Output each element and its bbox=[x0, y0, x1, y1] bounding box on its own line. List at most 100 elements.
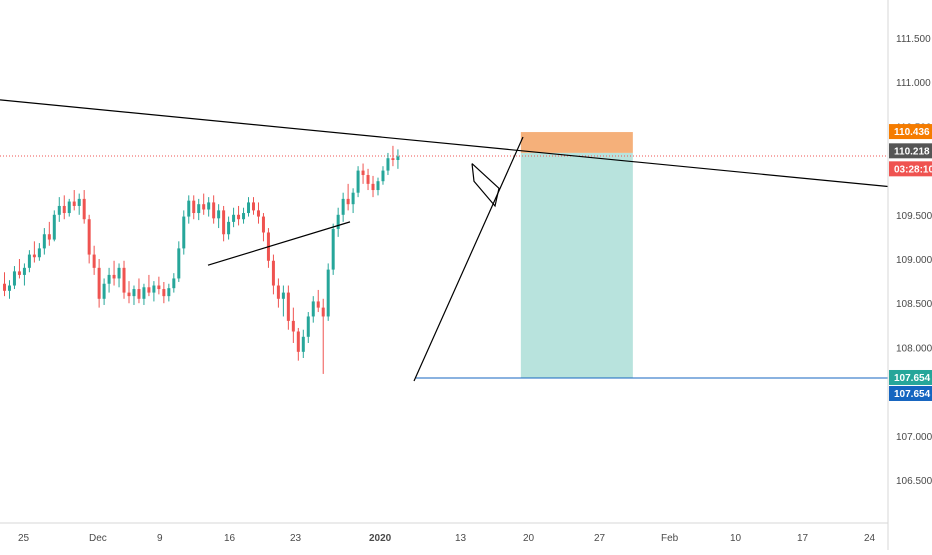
price-tick-label: 107.000 bbox=[896, 432, 932, 443]
candle-body bbox=[122, 267, 126, 293]
candle-body bbox=[366, 175, 370, 184]
candle-body bbox=[361, 170, 365, 176]
candle-body bbox=[42, 234, 46, 249]
candle-body bbox=[386, 158, 390, 171]
level-price-badge: 107.654 bbox=[894, 389, 931, 400]
candle-body bbox=[7, 285, 11, 291]
candle-body bbox=[306, 316, 310, 337]
candle-body bbox=[167, 288, 171, 297]
candle-body bbox=[351, 192, 355, 205]
candle-body bbox=[346, 198, 350, 205]
candle-body bbox=[311, 301, 315, 317]
candle-body bbox=[341, 198, 345, 215]
time-tick-label: 23 bbox=[290, 533, 302, 544]
candle-body bbox=[57, 205, 61, 215]
time-tick-label: 17 bbox=[797, 533, 809, 544]
candle-body bbox=[217, 210, 221, 219]
stop-zone[interactable] bbox=[520, 132, 633, 153]
price-tick-label: 108.000 bbox=[896, 343, 932, 354]
candle-body bbox=[52, 214, 56, 240]
candle-body bbox=[212, 202, 216, 219]
resistance-trendline[interactable] bbox=[0, 99, 889, 188]
time-tick-label: 10 bbox=[730, 533, 742, 544]
candle-body bbox=[147, 287, 151, 293]
time-tick-label: Dec bbox=[89, 533, 107, 544]
candle-body bbox=[107, 274, 111, 284]
position-tool[interactable] bbox=[520, 132, 633, 378]
candle-body bbox=[326, 269, 330, 317]
candle-body bbox=[127, 292, 131, 297]
time-tick-label: 13 bbox=[455, 533, 467, 544]
candle-body bbox=[152, 285, 156, 293]
candle-body bbox=[162, 289, 166, 297]
flag-pattern[interactable] bbox=[471, 163, 500, 208]
candle-body bbox=[237, 214, 241, 220]
candle-body bbox=[172, 278, 176, 289]
candle-body bbox=[97, 267, 101, 299]
time-tick-label: 24 bbox=[864, 533, 876, 544]
candle-body bbox=[232, 214, 236, 222]
countdown-badge: 03:28:10 bbox=[894, 164, 932, 175]
price-tick-label: 108.500 bbox=[896, 299, 932, 310]
target-price-badge: 107.654 bbox=[894, 373, 931, 384]
target-zone[interactable] bbox=[520, 152, 633, 378]
candle-body bbox=[222, 210, 226, 235]
price-tick-label: 111.000 bbox=[896, 78, 931, 89]
candle-body bbox=[242, 213, 246, 220]
candle-body bbox=[62, 205, 66, 214]
candle-body bbox=[102, 283, 106, 299]
horizontal-levels[interactable] bbox=[0, 155, 888, 379]
price-tick-label: 111.500 bbox=[896, 34, 931, 45]
stop-price-badge: 110.436 bbox=[894, 127, 930, 138]
candle-body bbox=[336, 214, 340, 229]
candle-body bbox=[182, 216, 186, 249]
candle-body bbox=[92, 254, 96, 268]
candle-body bbox=[271, 260, 275, 286]
candles bbox=[3, 145, 400, 374]
candle-body bbox=[27, 254, 31, 268]
candle-body bbox=[396, 156, 400, 160]
time-axis[interactable]: 25 Dec 9 16 23 2020 13 20 27 Feb 10 17 24 bbox=[18, 533, 876, 544]
candle-body bbox=[157, 285, 161, 290]
last-price-badge: 110.218 bbox=[894, 146, 930, 157]
candle-body bbox=[112, 274, 116, 279]
time-tick-label: 2020 bbox=[369, 533, 392, 544]
target-price-badge-bg bbox=[889, 369, 932, 385]
candle-body bbox=[3, 283, 6, 291]
price-tick-label: 109.500 bbox=[896, 211, 932, 222]
price-tick-label: 106.500 bbox=[896, 476, 932, 487]
candle-body bbox=[256, 210, 260, 217]
time-tick-label: 20 bbox=[523, 533, 535, 544]
flagpole-trendline[interactable] bbox=[413, 136, 524, 382]
candle-body bbox=[77, 198, 81, 206]
candle-body bbox=[301, 336, 305, 352]
candle-body bbox=[47, 234, 51, 240]
candle-body bbox=[296, 331, 300, 352]
candle-body bbox=[132, 289, 136, 297]
candle-body bbox=[391, 158, 395, 160]
candle-body bbox=[82, 198, 86, 220]
candle-body bbox=[316, 301, 320, 308]
candle-body bbox=[202, 204, 206, 210]
candle-body bbox=[247, 202, 251, 214]
candle-body bbox=[67, 201, 71, 214]
candle-body bbox=[197, 204, 201, 214]
candle-body bbox=[356, 170, 360, 193]
candle-body bbox=[207, 202, 211, 210]
price-tick-label: 109.000 bbox=[896, 255, 932, 266]
candle-body bbox=[142, 287, 146, 299]
time-tick-label: 25 bbox=[18, 533, 30, 544]
candle-body bbox=[227, 221, 231, 235]
time-tick-label: Feb bbox=[661, 533, 679, 544]
candle-body bbox=[72, 201, 76, 206]
candle-body bbox=[371, 183, 375, 191]
last-price-badge-bg bbox=[889, 143, 932, 159]
trendlines[interactable] bbox=[0, 99, 889, 382]
candle-body bbox=[286, 292, 290, 321]
candle-body bbox=[37, 248, 41, 258]
support-trendline[interactable] bbox=[207, 221, 351, 266]
candle-body bbox=[276, 285, 280, 299]
candle-body bbox=[252, 202, 255, 211]
